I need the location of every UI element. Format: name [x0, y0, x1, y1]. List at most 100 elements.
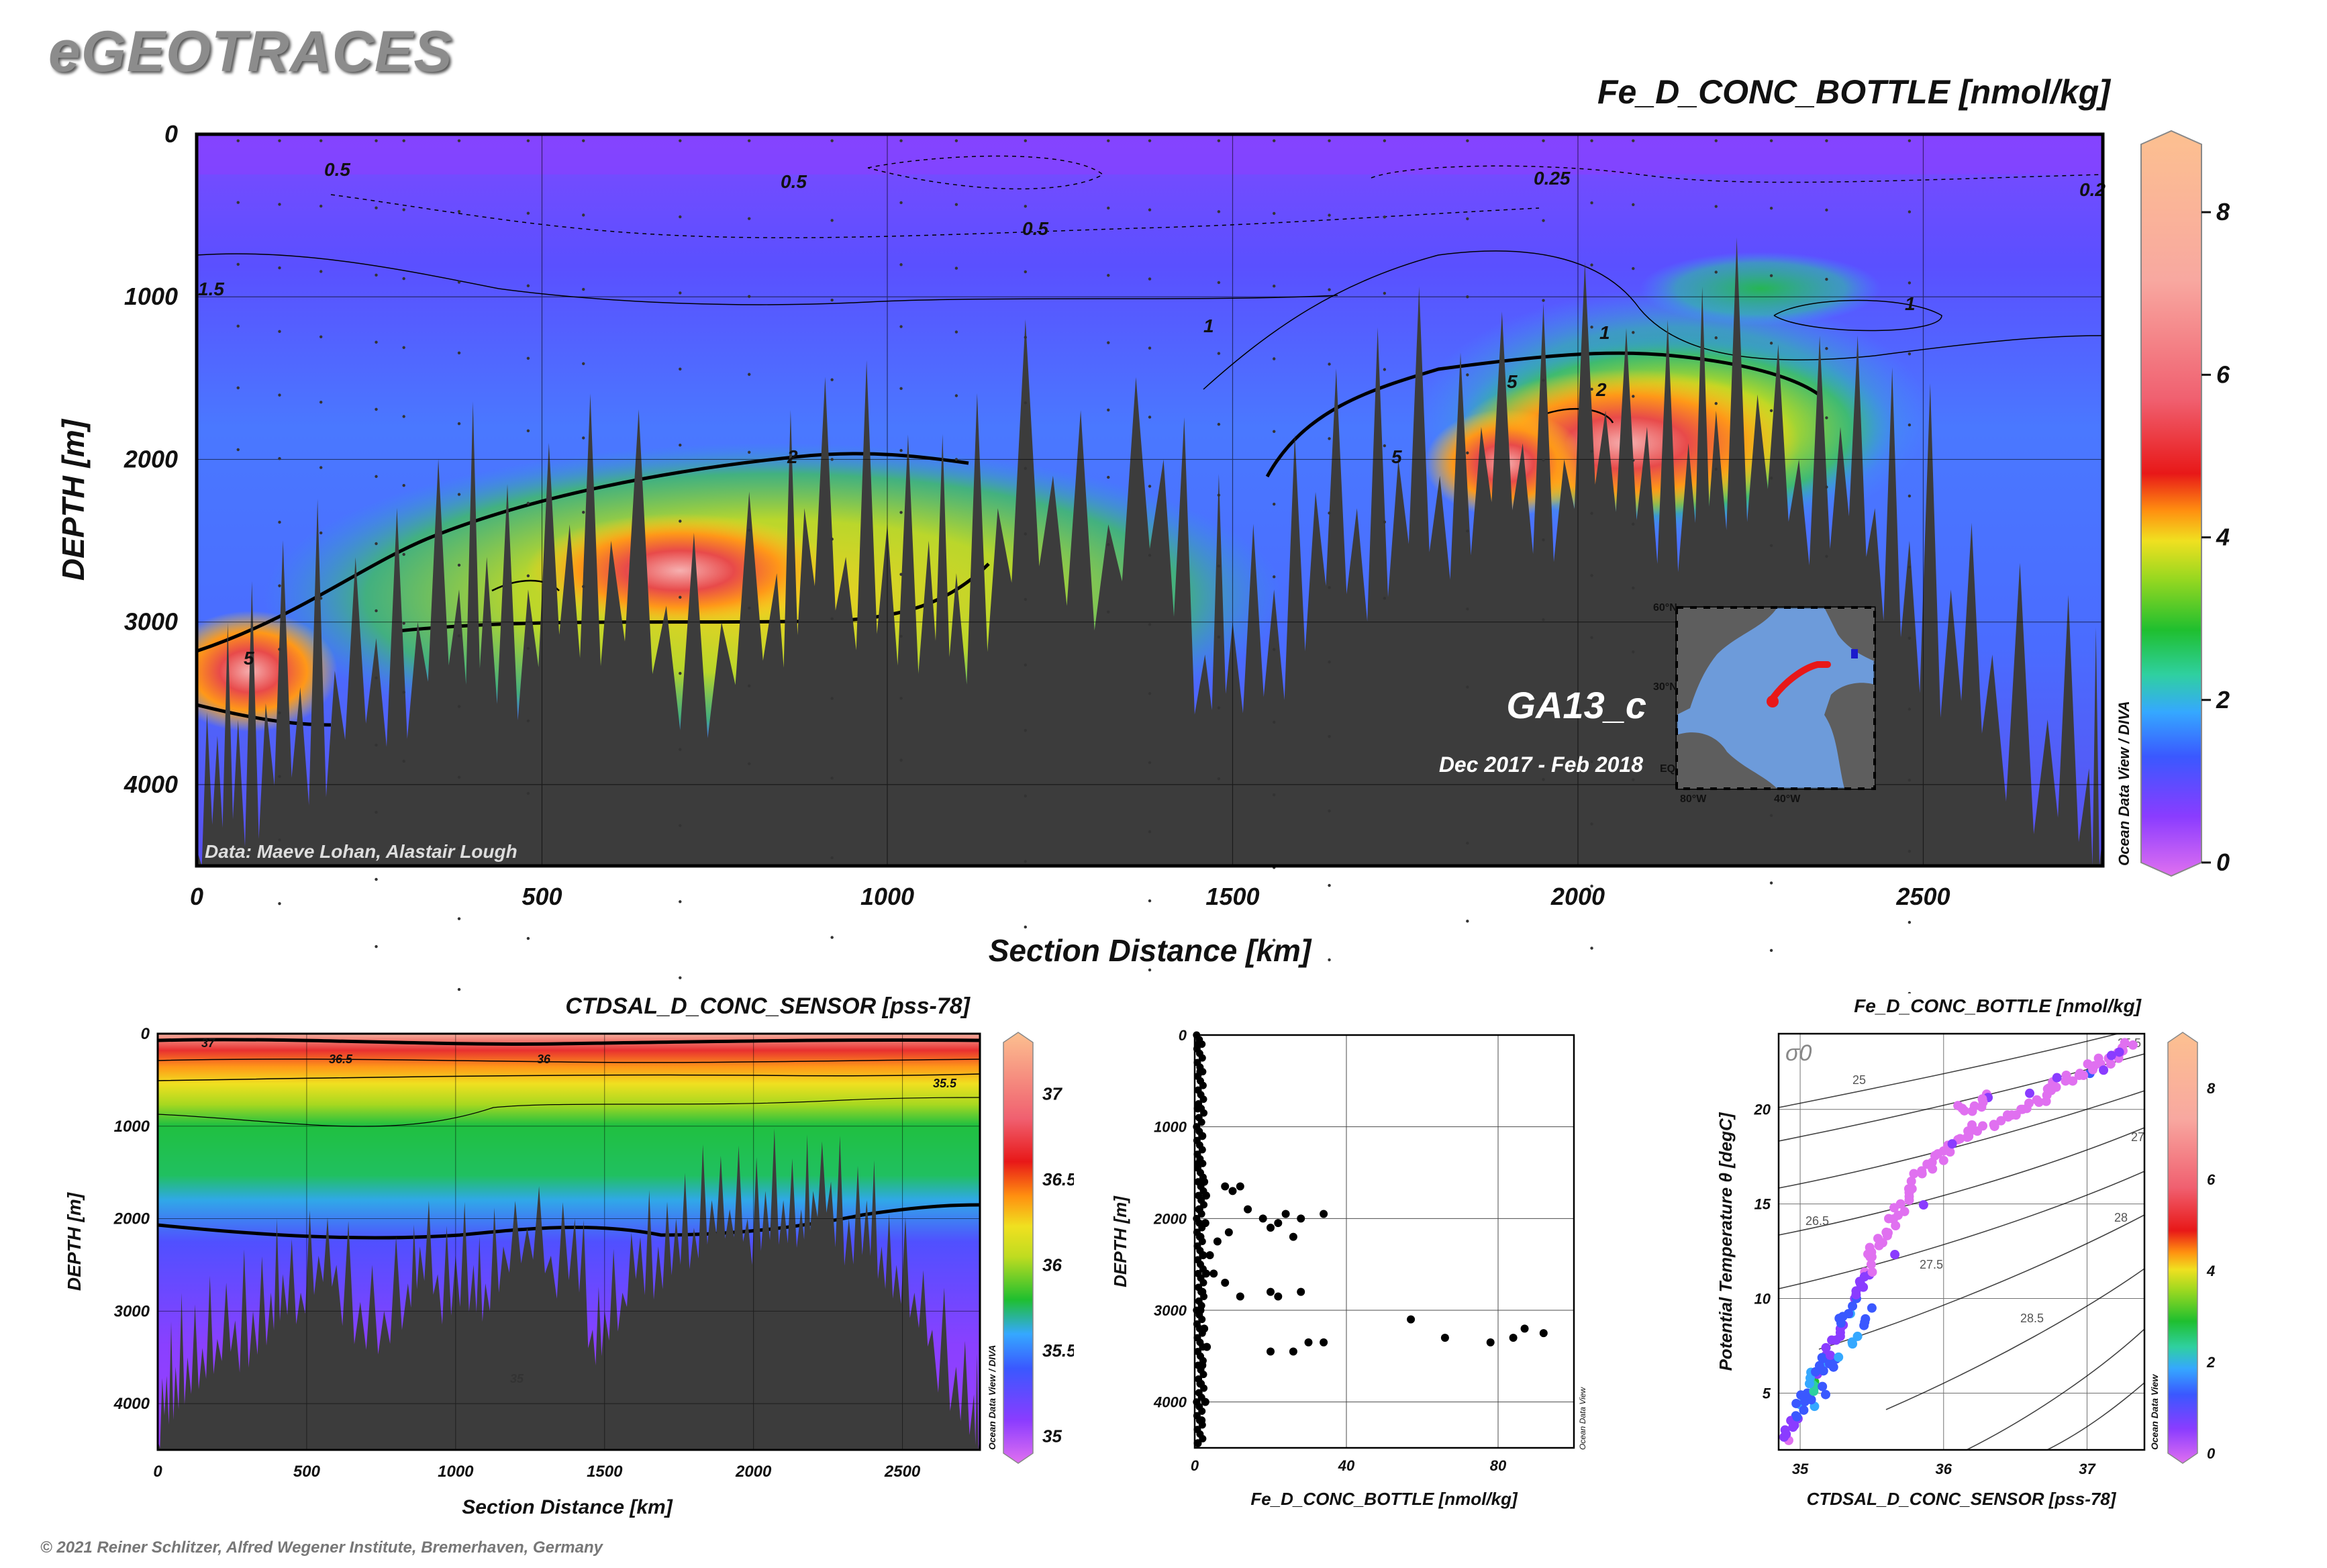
sample-dot: [375, 743, 378, 747]
odv-credit: Ocean Data View / DIVA: [2116, 701, 2132, 866]
sample-dot: [1273, 357, 1276, 360]
ts-point: [2068, 1076, 2078, 1086]
sample-dot: [1024, 532, 1027, 536]
profile-y-ticks: 0 1000 2000 3000 4000: [1153, 1027, 1187, 1411]
profile-grid: [1194, 1034, 1574, 1448]
cruise-track: [1767, 661, 1831, 705]
profile-point: [1297, 1214, 1305, 1223]
ts-point: [1817, 1353, 1827, 1363]
ts-point: [1867, 1267, 1877, 1277]
profile-point: [1200, 1109, 1208, 1117]
sample-dot: [1542, 618, 1545, 622]
sample-dot: [747, 606, 751, 610]
colorbar-tick-label: 6: [2207, 1171, 2216, 1188]
copyright: © 2021 Reiner Schlitzer, Alfred Wegener …: [40, 1538, 603, 1557]
y-tick-label: 20: [1754, 1101, 1771, 1118]
sample-dot: [1769, 139, 1773, 142]
contour-label: 5: [1507, 371, 1518, 392]
sample-dot: [1542, 299, 1545, 302]
sample-dot: [457, 139, 461, 142]
sample-dot: [1024, 205, 1027, 208]
colorbar-tick-label: 4: [2206, 1263, 2215, 1279]
sample-dot: [319, 335, 323, 339]
ts-point: [1867, 1247, 1877, 1257]
ts-point: [2128, 1040, 2138, 1050]
profile-point: [1440, 1334, 1449, 1342]
ts-point: [1791, 1398, 1801, 1408]
sample-dot: [1148, 277, 1152, 281]
sample-dot: [1769, 207, 1773, 210]
sample-dot: [1542, 777, 1545, 781]
sample-dot: [319, 597, 323, 600]
sample-dot: [1825, 347, 1828, 350]
sample-dot: [1590, 760, 1593, 764]
x-tick-labels: 0 500 1000 1500 2000 2500: [190, 883, 1950, 910]
isopycnal-label: 27: [2131, 1130, 2144, 1144]
sample-dot: [236, 139, 240, 142]
sample-dot: [1908, 565, 1912, 569]
sample-dot: [582, 585, 585, 589]
sample-dot: [1383, 520, 1387, 524]
ts-y-axis-title: Potential Temperature θ [degC]: [1716, 1112, 1736, 1371]
contour-label: 36.5: [329, 1052, 353, 1066]
ts-point: [1866, 1259, 1876, 1269]
x-tick-label: 40: [1338, 1457, 1355, 1474]
profile-point: [1198, 1132, 1206, 1140]
sample-dot: [582, 362, 585, 365]
sample-dot: [1273, 211, 1276, 215]
sample-dot: [1148, 623, 1152, 626]
profile-point: [1224, 1228, 1233, 1236]
salinity-odv-credit: Ocean Data View / DIVA: [987, 1345, 997, 1450]
sample-dot: [1769, 477, 1773, 480]
sample-dot: [1825, 554, 1828, 558]
sample-dot: [1217, 139, 1221, 142]
contour-label: 1: [1203, 315, 1214, 336]
sample-dot: [1328, 362, 1331, 366]
profile-point: [1289, 1347, 1297, 1356]
profile-point: [1209, 1269, 1218, 1278]
sample-dot: [1590, 326, 1593, 329]
sample-dot: [1714, 336, 1718, 340]
sample-dot: [1908, 210, 1912, 213]
sample-dot: [457, 493, 461, 496]
sample-dot: [1714, 401, 1718, 405]
inset-lat-label: EQ: [1660, 763, 1675, 775]
ts-y-ticks: 5 10 15 20: [1754, 1101, 1771, 1402]
ts-point: [1933, 1148, 1943, 1159]
egeotraces-logo: eGEOTRACES: [48, 19, 453, 84]
profile-point: [1213, 1237, 1222, 1246]
x-tick-label: 2000: [1550, 883, 1605, 910]
cruise-dates: Dec 2017 - Feb 2018: [1439, 752, 1643, 777]
contour-label: 5: [1391, 446, 1402, 467]
sample-dot: [1148, 208, 1152, 211]
isopycnal-label: 28.5: [2020, 1312, 2044, 1325]
profile-point: [1198, 1316, 1206, 1324]
ts-point: [1877, 1238, 1887, 1248]
sample-dot: [1383, 139, 1387, 142]
profile-point: [1205, 1251, 1214, 1259]
sample-dot: [457, 634, 461, 638]
salinity-title: CTDSAL_D_CONC_SENSOR [pss-78]: [565, 993, 971, 1019]
sample-dot: [679, 215, 682, 219]
contour-label: 1: [1905, 293, 1916, 314]
sample-dot: [1632, 714, 1635, 718]
sample-dot: [278, 648, 281, 651]
sample-dot: [375, 609, 378, 613]
sample-dot: [1908, 779, 1912, 782]
sample-dot: [747, 295, 751, 298]
sample-dot: [1217, 281, 1221, 285]
sample-dot: [1769, 274, 1773, 277]
sample-dot: [1466, 685, 1469, 689]
sample-dot: [1273, 720, 1276, 724]
y-tick-label: 5: [1763, 1385, 1771, 1402]
sample-dot: [1383, 215, 1387, 219]
sample-dot: [1632, 650, 1635, 654]
sample-dot: [1328, 883, 1331, 887]
sample-dot: [1908, 636, 1912, 640]
track-start: [1767, 695, 1779, 707]
sample-dot: [1217, 706, 1221, 709]
sample-dot: [278, 457, 281, 460]
salinity-y-ticks: 0 1000 2000 3000 4000: [113, 1025, 150, 1413]
sample-dot: [830, 298, 834, 302]
ts-point: [1844, 1309, 1854, 1319]
